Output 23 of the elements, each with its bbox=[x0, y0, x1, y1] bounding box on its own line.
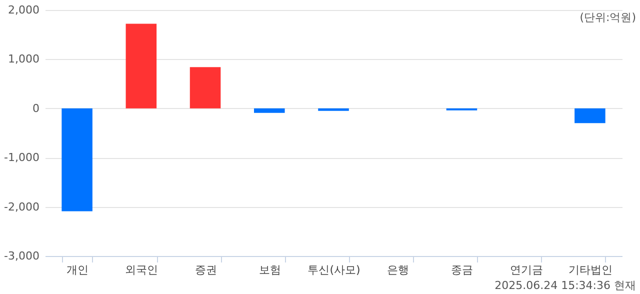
y-tick-label: -2,000 bbox=[4, 200, 40, 214]
x-tick-label: 종금 bbox=[451, 264, 474, 276]
bar bbox=[574, 108, 606, 124]
y-tick-label: 2,000 bbox=[8, 4, 40, 16]
x-tick-label: 기타법인 bbox=[568, 264, 612, 276]
x-tick-label: 보험 bbox=[258, 264, 281, 276]
bar bbox=[62, 108, 92, 212]
x-tick-label: 개인 bbox=[66, 264, 89, 276]
bar bbox=[254, 108, 285, 113]
x-tick-label: 외국인 bbox=[125, 264, 158, 276]
y-tick-label: -3,000 bbox=[4, 250, 40, 262]
x-tick-label: 은행 bbox=[387, 264, 410, 276]
y-tick-label: -1,000 bbox=[4, 151, 40, 164]
bar bbox=[318, 108, 349, 111]
bar bbox=[126, 24, 157, 108]
x-tick-label: 연기금 bbox=[510, 264, 543, 276]
annotation: (단위:억원) bbox=[580, 11, 636, 24]
x-tick-label: 증권 bbox=[194, 264, 217, 276]
x-tick-label: 투신(사모) bbox=[308, 264, 360, 276]
bar bbox=[190, 67, 221, 108]
y-tick-label: 0 bbox=[32, 102, 40, 115]
text: 2025.06.24 15:34:36 현재 bbox=[494, 279, 636, 292]
y-tick-label: 1,000 bbox=[8, 52, 40, 66]
